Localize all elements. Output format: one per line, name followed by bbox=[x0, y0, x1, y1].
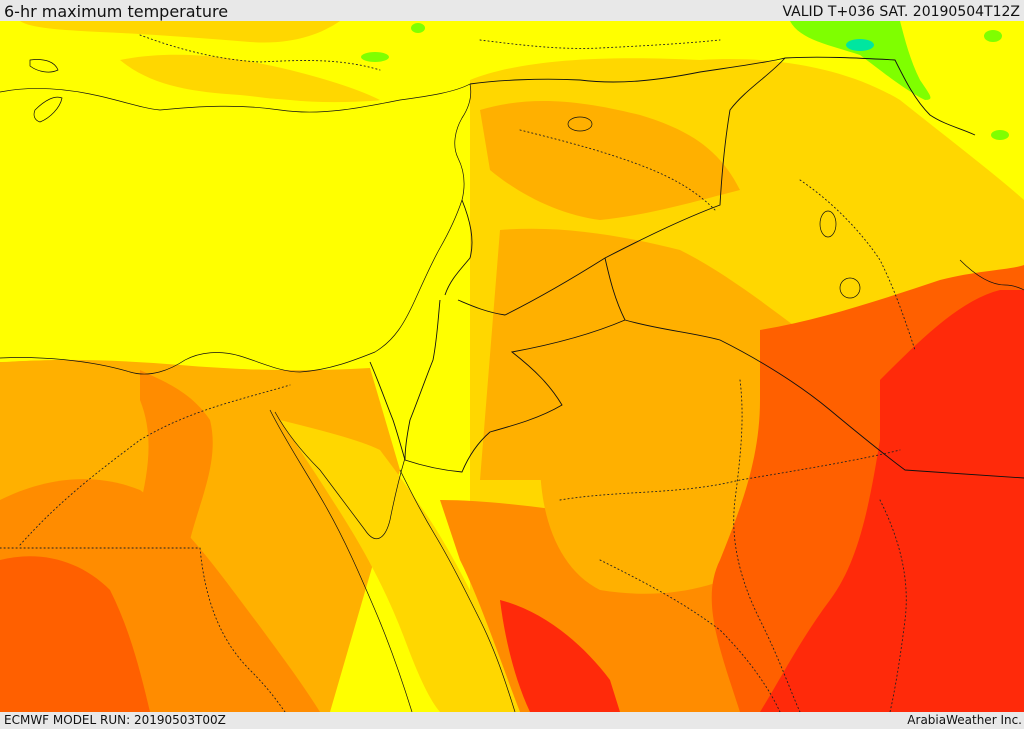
gulf-of-suez bbox=[274, 411, 406, 540]
warm-zone-syria bbox=[480, 228, 800, 480]
admin-line-3 bbox=[199, 547, 286, 712]
crete-tip bbox=[33, 96, 63, 123]
red-sea-east-coast bbox=[399, 469, 516, 712]
lake-iraq-1 bbox=[819, 210, 837, 238]
admin-line-10 bbox=[479, 39, 721, 49]
admin-line-4 bbox=[559, 449, 901, 501]
border-israel-jordan bbox=[404, 299, 441, 461]
lake-tuz bbox=[567, 116, 593, 132]
admin-line-11 bbox=[879, 499, 907, 712]
warm-zone-north-detail bbox=[480, 100, 740, 220]
temperature-map[interactable] bbox=[0, 21, 1024, 712]
header-bar: 6-hr maximum temperature VALID T+036 SAT… bbox=[0, 0, 1024, 21]
arabia-central bbox=[540, 445, 768, 594]
africa-far-sw bbox=[0, 556, 150, 712]
admin-line-1 bbox=[19, 384, 291, 546]
valid-time: VALID T+036 SAT. 20190504T12Z bbox=[782, 4, 1020, 20]
credit-label: ArabiaWeather Inc. bbox=[907, 713, 1022, 727]
border-syria-iraq bbox=[457, 57, 786, 316]
border-egypt-israel bbox=[369, 361, 406, 461]
cool-patch-5 bbox=[991, 130, 1009, 140]
turkey-warm-blob-2 bbox=[20, 21, 340, 43]
red-sea bbox=[280, 420, 520, 712]
map-title: 6-hr maximum temperature bbox=[4, 2, 229, 21]
model-run-label: ECMWF MODEL RUN: 20190503T00Z bbox=[4, 713, 226, 727]
red-sea-west-coast bbox=[269, 409, 413, 712]
admin-line-5 bbox=[733, 379, 801, 712]
turkey-warm-blob bbox=[120, 54, 380, 105]
footer-bar: ECMWF MODEL RUN: 20190503T00Z ArabiaWeat… bbox=[0, 712, 1024, 729]
lake-iraq-2 bbox=[839, 277, 861, 299]
cool-patch-teal-1 bbox=[846, 39, 874, 51]
cool-patch-4 bbox=[411, 23, 425, 33]
med-coastline bbox=[0, 83, 472, 375]
aegean-islands bbox=[29, 59, 59, 73]
sw-arabia-hot bbox=[500, 600, 620, 712]
cool-patch-ne bbox=[790, 21, 931, 100]
cool-patch-3 bbox=[361, 52, 389, 62]
border-jordan-saudi bbox=[404, 319, 626, 473]
mediterranean-sea bbox=[0, 84, 457, 370]
border-turkey-syria-iraq bbox=[469, 56, 976, 136]
turkey-coastline bbox=[0, 83, 471, 113]
cool-patch-teal-2 bbox=[984, 30, 1002, 42]
border-lebanon-syria bbox=[444, 199, 473, 296]
gulf-coastline bbox=[959, 259, 1024, 291]
admin-line-6 bbox=[519, 129, 716, 211]
east-hottest-zone bbox=[760, 290, 1024, 712]
admin-line-7 bbox=[799, 179, 916, 351]
